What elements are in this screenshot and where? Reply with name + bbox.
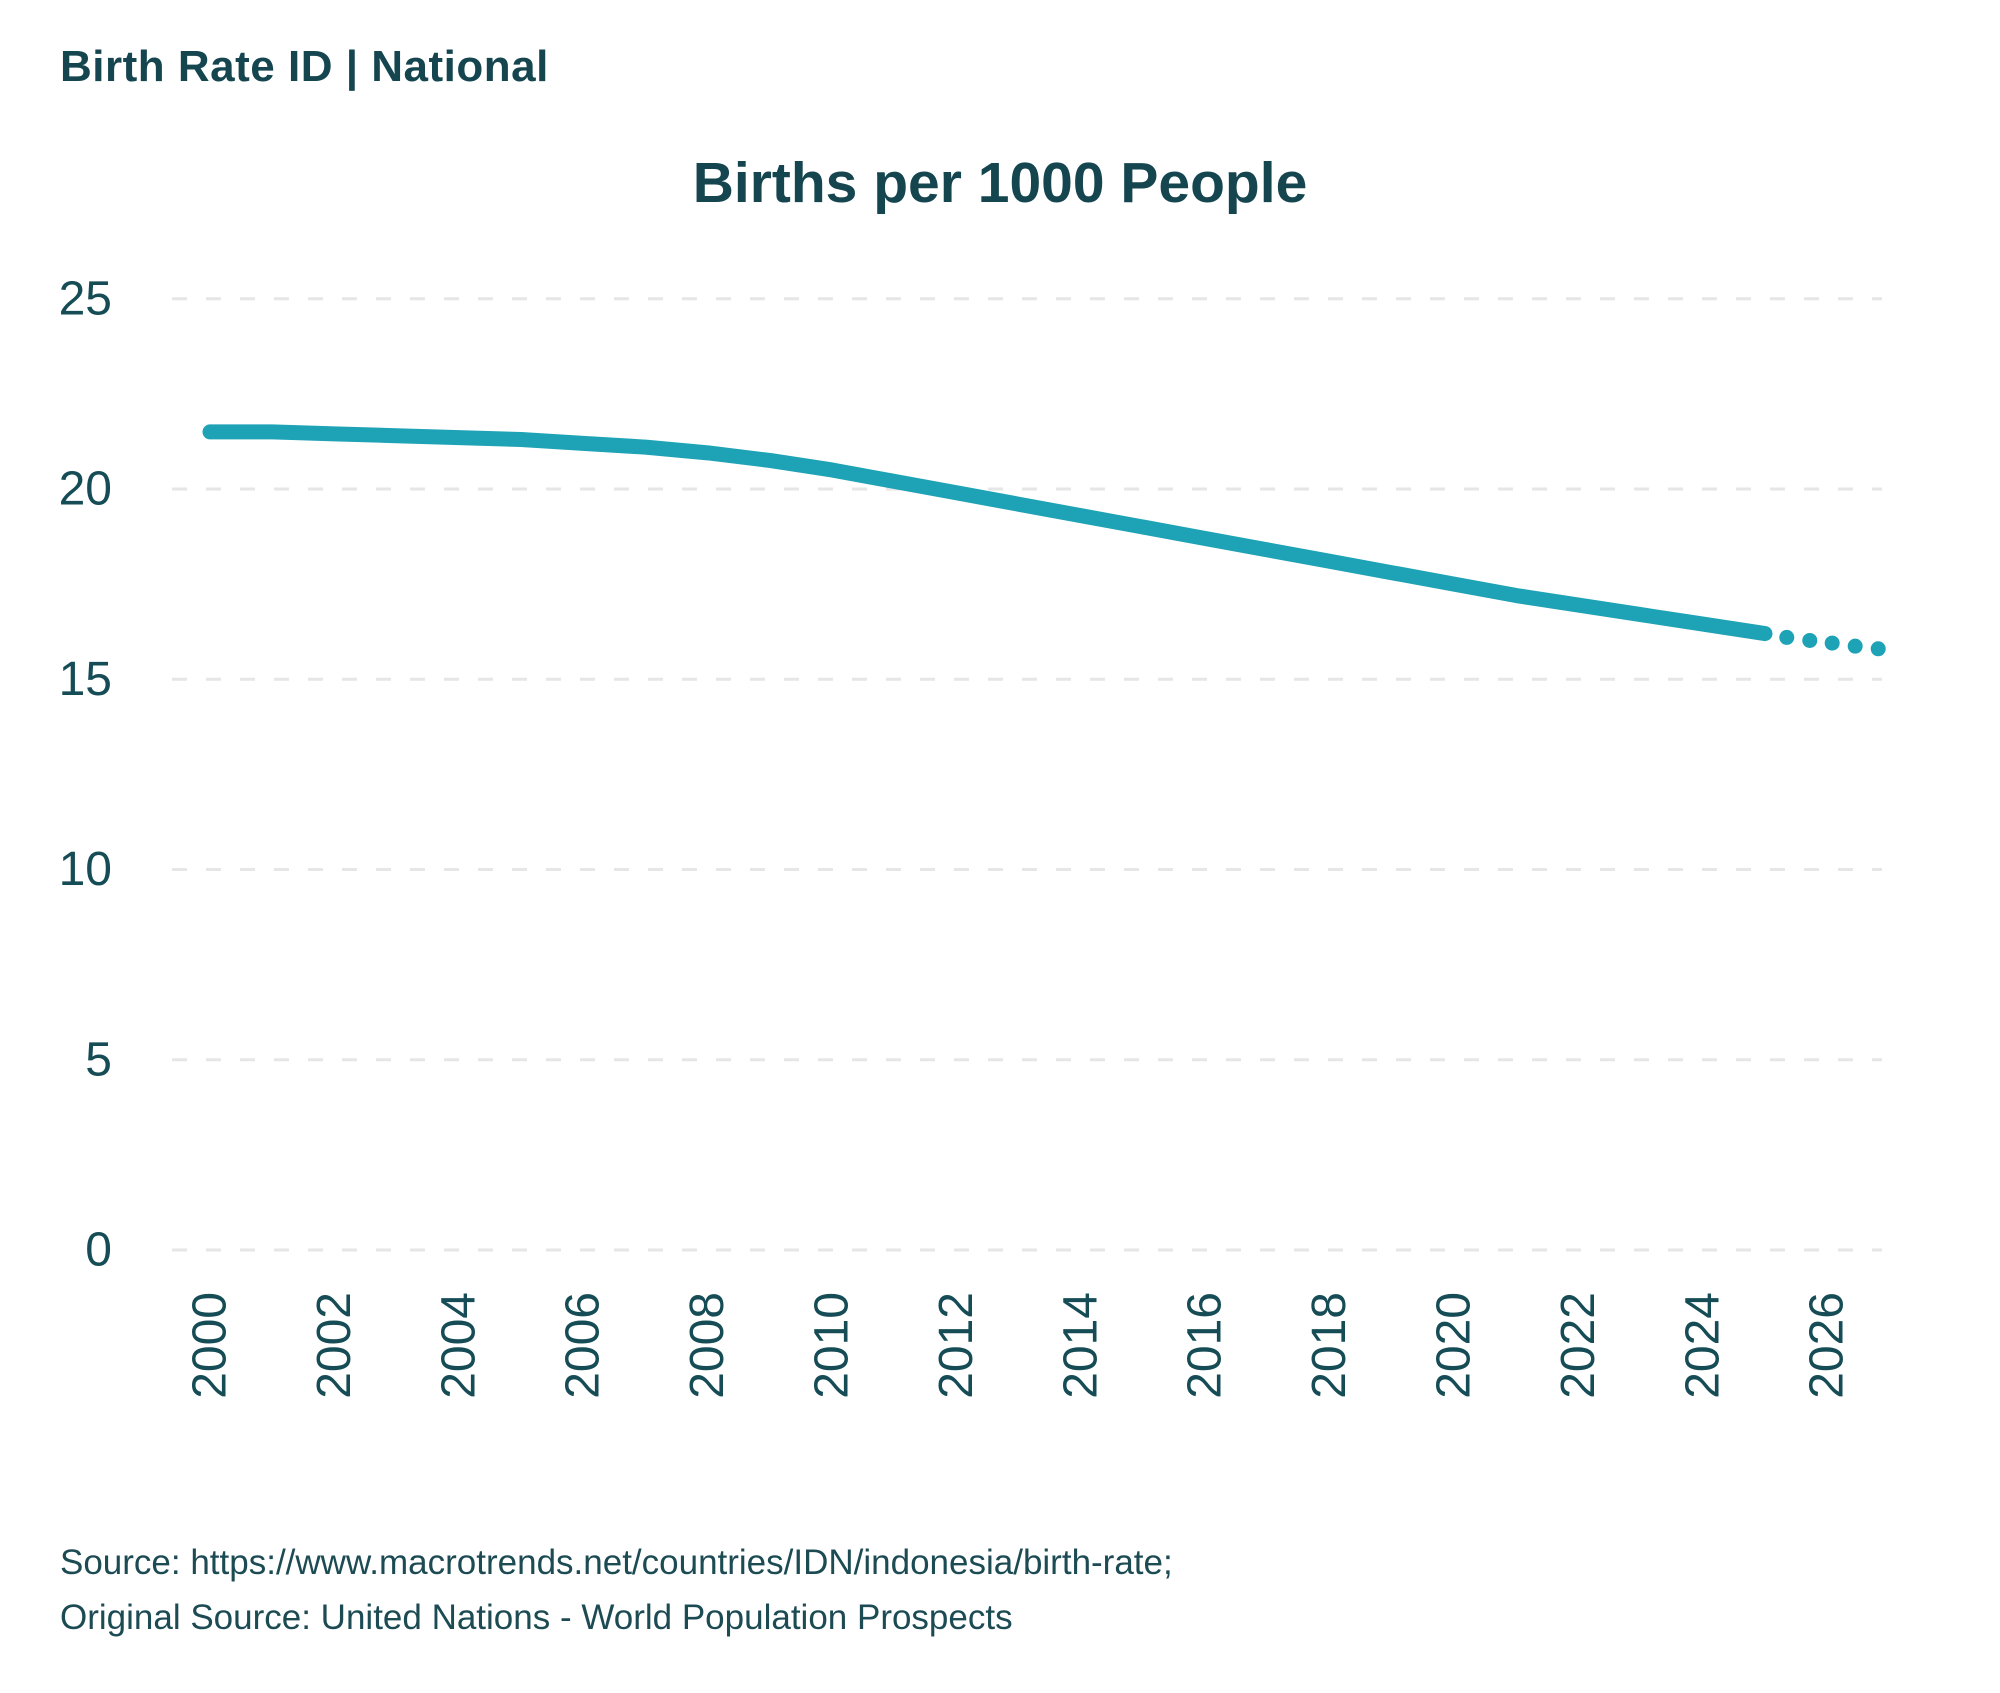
- projection-dot: [1847, 638, 1863, 654]
- x-tick-label: 2012: [930, 1292, 983, 1399]
- x-tick-label: 2002: [308, 1292, 361, 1399]
- x-tick-label: 2000: [184, 1292, 237, 1399]
- y-tick-label: 10: [59, 843, 112, 896]
- projection-dot: [1802, 632, 1818, 648]
- x-tick-label: 2006: [557, 1292, 610, 1399]
- y-tick-label: 20: [59, 463, 112, 516]
- y-tick-label: 25: [59, 272, 112, 325]
- x-tick-label: 2022: [1552, 1292, 1605, 1399]
- source-line: Source: https://www.macrotrends.net/coun…: [60, 1543, 1173, 1582]
- y-tick-label: 15: [59, 653, 112, 706]
- x-tick-label: 2016: [1179, 1292, 1232, 1399]
- y-tick-label: 0: [85, 1224, 112, 1277]
- x-tick-label: 2010: [806, 1292, 859, 1399]
- x-tick-label: 2024: [1676, 1292, 1729, 1399]
- source-note: Source: https://www.macrotrends.net/coun…: [60, 1536, 1173, 1646]
- chart-title: Births per 1000 People: [692, 151, 1308, 215]
- birth-rate-line: [202, 424, 1773, 642]
- projection-dot: [1779, 629, 1795, 645]
- x-tick-label: 2026: [1801, 1292, 1854, 1399]
- projection-dot: [1824, 635, 1840, 651]
- x-tick-label: 2008: [681, 1292, 734, 1399]
- y-tick-label: 5: [85, 1033, 112, 1086]
- x-tick-label: 2004: [432, 1292, 485, 1399]
- original-source-line: Original Source: United Nations - World …: [60, 1597, 1013, 1637]
- projection-dot: [1870, 641, 1886, 657]
- chart-header: Birth Rate ID | National: [60, 42, 549, 91]
- x-tick-label: 2020: [1428, 1292, 1481, 1399]
- x-tick-label: 2018: [1303, 1292, 1356, 1399]
- x-tick-label: 2014: [1054, 1292, 1107, 1399]
